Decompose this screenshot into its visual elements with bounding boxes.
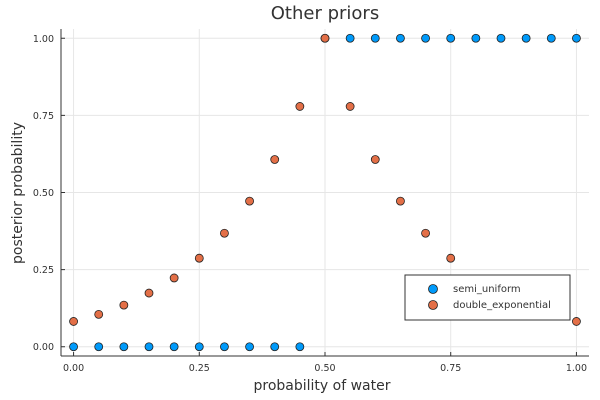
point-double-exponential: [94, 309, 104, 319]
point-double-exponential: [245, 196, 254, 206]
legend-label-double-exponential: double_exponential: [453, 300, 551, 311]
point-semi-uniform: [119, 342, 129, 352]
ticks: 0.00 0.25 0.50 0.75 1.00 0.00 0.25 0.50 0.75 1.00: [33, 34, 587, 374]
y-tick-label: 0.00: [33, 342, 54, 353]
legend-marker-semi-uniform: [428, 284, 438, 294]
point-semi-uniform: [245, 342, 254, 352]
point-double-exponential: [572, 317, 581, 326]
point-semi-uniform: [471, 33, 481, 43]
point-double-exponential: [69, 317, 78, 326]
legend-label-semi-uniform: semi_uniform: [453, 284, 521, 295]
point-double-exponential: [119, 300, 129, 310]
point-double-exponential: [345, 102, 355, 111]
x-tick-label: 0.50: [314, 363, 335, 374]
point-semi-uniform: [194, 342, 204, 352]
y-tick-label: 0.25: [33, 265, 54, 276]
x-tick-label: 0.25: [189, 363, 210, 374]
legend-box: [404, 274, 571, 321]
point-double-exponential: [421, 228, 430, 238]
x-axis-label: probability of water: [254, 378, 391, 394]
point-double-exponential: [396, 196, 405, 206]
point-double-exponential: [144, 288, 154, 298]
point-semi-uniform: [295, 342, 305, 352]
point-double-exponential: [270, 155, 280, 164]
chart-title: Other priors: [271, 3, 379, 24]
legend: semi_uniform double_exponential: [404, 274, 571, 321]
point-semi-uniform: [421, 33, 430, 43]
point-double-exponential: [220, 228, 229, 238]
x-tick-label: 0.00: [63, 363, 84, 374]
point-double-exponential: [169, 273, 179, 283]
point-semi-uniform: [521, 33, 531, 43]
point-semi-uniform: [69, 342, 78, 352]
point-double-exponential: [320, 33, 330, 43]
point-semi-uniform: [370, 33, 380, 43]
point-semi-uniform: [546, 33, 556, 43]
y-tick-label: 0.50: [33, 188, 54, 199]
point-semi-uniform: [220, 342, 229, 352]
y-axis-label: posterior probability: [10, 122, 26, 264]
y-tick-label: 1.00: [33, 34, 54, 45]
point-semi-uniform: [169, 342, 179, 352]
point-semi-uniform: [396, 33, 405, 43]
x-tick-label: 1.00: [566, 363, 587, 374]
point-double-exponential: [446, 253, 456, 263]
point-double-exponential: [295, 102, 305, 111]
point-semi-uniform: [94, 342, 104, 352]
point-double-exponential: [194, 253, 204, 263]
y-tick-label: 0.75: [33, 111, 54, 122]
point-semi-uniform: [572, 33, 581, 43]
point-semi-uniform: [345, 33, 355, 43]
point-double-exponential: [370, 155, 380, 164]
point-semi-uniform: [496, 33, 506, 43]
legend-marker-double-exponential: [428, 300, 438, 310]
point-semi-uniform: [270, 342, 280, 352]
x-tick-label: 0.75: [440, 363, 461, 374]
data-points: [69, 33, 581, 352]
point-semi-uniform: [144, 342, 154, 352]
point-semi-uniform: [446, 33, 456, 43]
